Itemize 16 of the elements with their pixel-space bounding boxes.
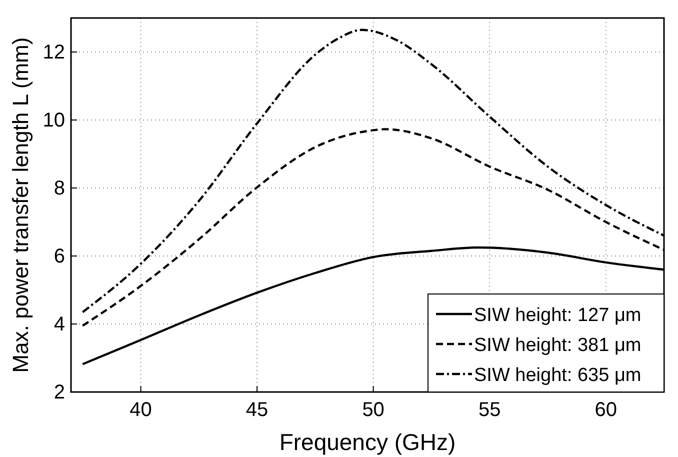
legend-label: SIW height: 635 μm xyxy=(474,365,642,386)
y-tick-label: 6 xyxy=(54,245,65,268)
y-axis-title: Max. power transfer length L (mm) xyxy=(8,37,33,373)
x-tick-label: 50 xyxy=(362,399,384,422)
x-tick-label: 55 xyxy=(478,399,501,422)
y-tick-label: 12 xyxy=(42,41,65,64)
legend-label: SIW height: 127 μm xyxy=(474,305,642,326)
y-tick-label: 2 xyxy=(54,381,65,404)
x-tick-label: 60 xyxy=(594,399,617,422)
x-axis-title: Frequency (GHz) xyxy=(279,429,456,455)
legend-label: SIW height: 381 μm xyxy=(474,335,642,356)
x-tick-label: 45 xyxy=(246,399,268,422)
y-tick-label: 4 xyxy=(54,313,65,336)
y-tick-label: 10 xyxy=(42,109,65,132)
y-tick-label: 8 xyxy=(54,177,65,200)
x-tick-label: 40 xyxy=(130,399,152,422)
